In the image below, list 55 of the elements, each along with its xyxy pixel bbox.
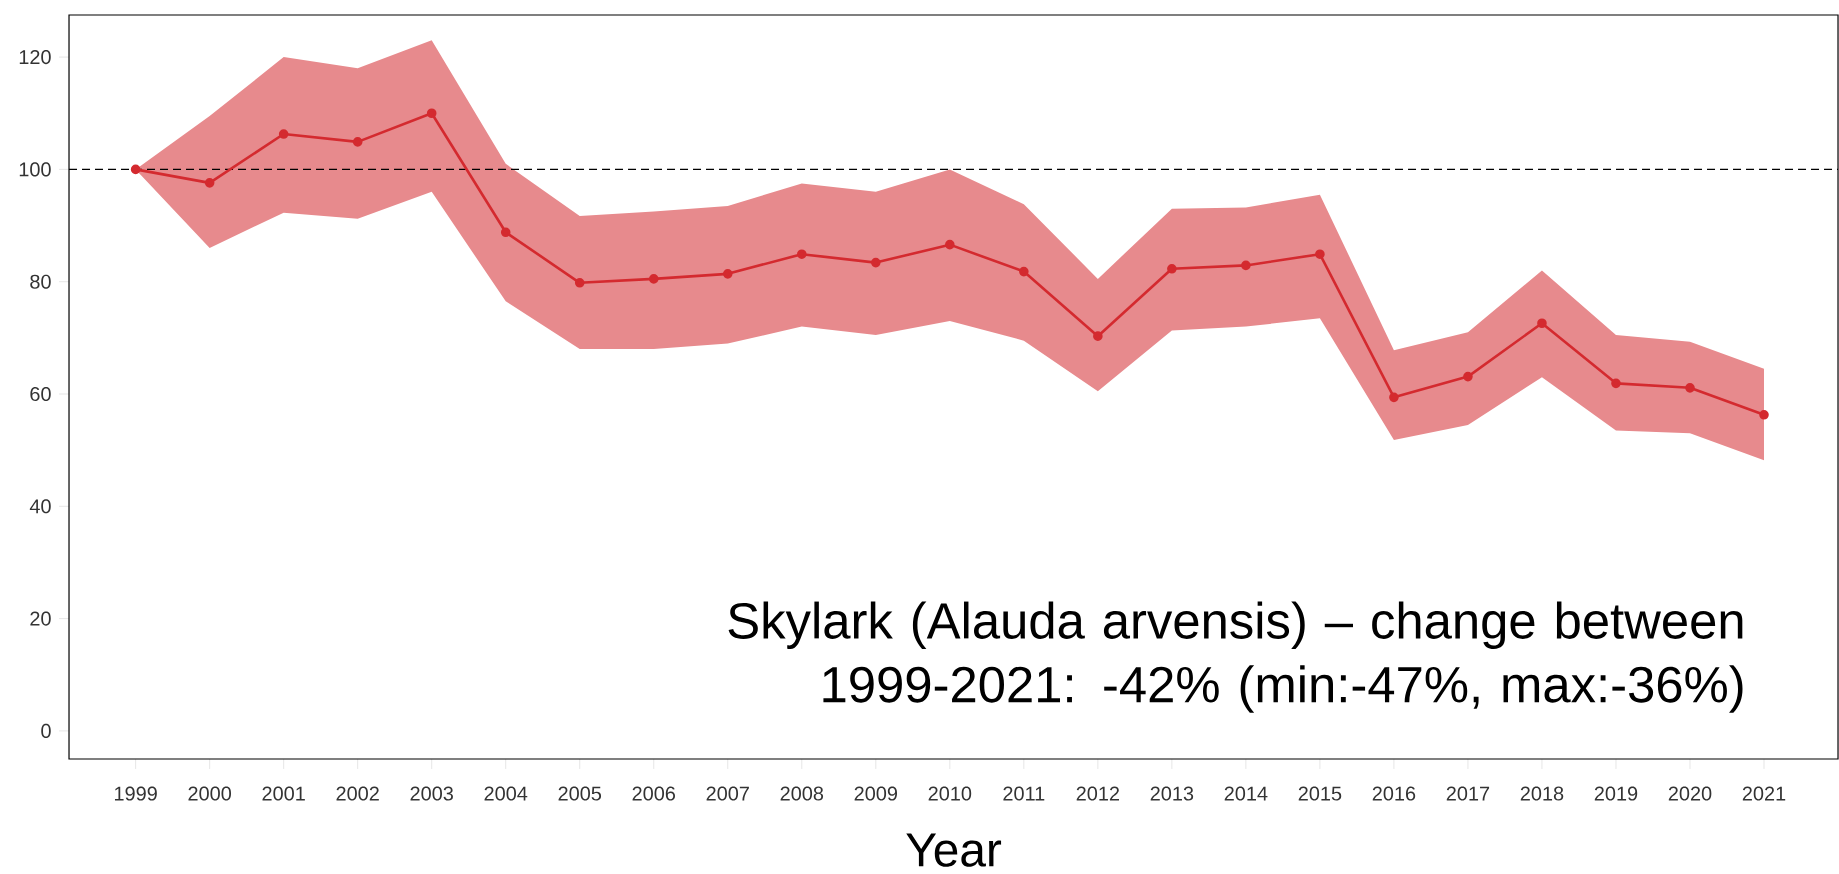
point: [1759, 409, 1769, 420]
point: [1611, 378, 1621, 389]
point: [1019, 266, 1029, 277]
x-tick-label: 2012: [1076, 786, 1119, 801]
x-tick-label: 2017: [1446, 786, 1490, 801]
x-tick-label: 2004: [484, 786, 528, 801]
x-tick-label: 2014: [1224, 786, 1268, 801]
y-tick-label: 20: [30, 611, 51, 626]
point: [796, 249, 807, 259]
point: [1093, 331, 1103, 341]
y-tick-label: 120: [19, 50, 51, 65]
x-tick-label: 2007: [706, 786, 749, 801]
x-tick-label: 2010: [928, 786, 972, 801]
point: [871, 257, 881, 268]
point: [574, 278, 585, 288]
x-tick-label: 2019: [1594, 786, 1638, 801]
point: [1241, 260, 1251, 271]
x-tick-label: 2021: [1742, 786, 1786, 801]
x-tick-label: 2006: [632, 786, 676, 801]
point: [1315, 249, 1325, 259]
x-tick-label: 2000: [188, 786, 232, 801]
x-axis-title: Year: [906, 833, 1002, 867]
y-tick-label: 60: [30, 386, 51, 402]
point: [204, 178, 215, 188]
point: [1389, 392, 1399, 403]
x-tick-label: 1999: [114, 786, 157, 801]
y-tick-label: 40: [29, 499, 51, 514]
point: [352, 137, 363, 147]
x-tick-label: 2018: [1520, 786, 1564, 801]
point: [1685, 383, 1695, 393]
point: [648, 274, 659, 284]
x-tick-label: 2009: [854, 786, 898, 801]
x-tick-label: 2008: [780, 786, 824, 801]
point: [426, 108, 437, 119]
point: [500, 227, 511, 238]
point: [945, 239, 955, 250]
point: [1537, 318, 1547, 329]
x-tick-label: 2002: [336, 786, 379, 801]
point: [1167, 263, 1177, 274]
y-tick-label: 0: [41, 723, 51, 738]
point: [278, 129, 289, 139]
x-tick-label: 2005: [558, 786, 602, 801]
x-tick-label: 2016: [1372, 786, 1416, 801]
x-tick-label: 2011: [1003, 786, 1045, 801]
point: [130, 164, 141, 175]
x-tick-label: 2020: [1668, 786, 1712, 801]
x-tick-label: 2001: [262, 786, 305, 801]
point: [722, 269, 733, 279]
y-tick-label: 80: [30, 274, 51, 289]
y-tick-label: 100: [19, 162, 51, 177]
point: [1463, 371, 1473, 382]
x-tick-label: 2003: [410, 786, 453, 801]
annotation: Skylark (Alauda arvensis) – change between 1999-2021: -42% (min:-47%, max:-36%): [728, 601, 1743, 713]
x-tick-label: 2013: [1150, 786, 1194, 801]
x-tick-label: 2015: [1298, 786, 1342, 801]
